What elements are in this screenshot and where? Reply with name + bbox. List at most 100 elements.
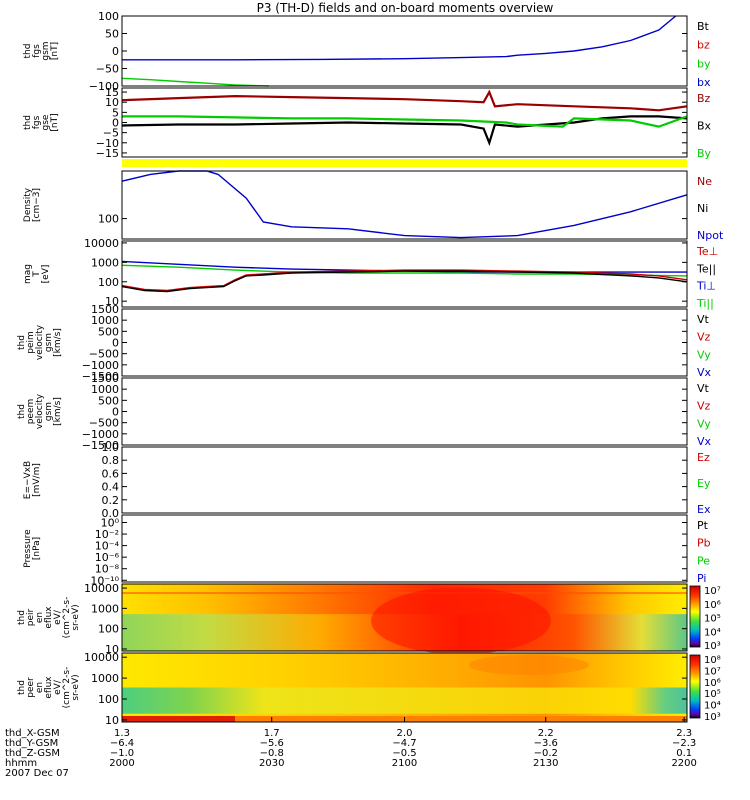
ytick-label: 500 (98, 325, 119, 338)
legend-entry: Vz (697, 400, 711, 413)
legend-entry: Vt (697, 382, 710, 395)
ylabel-line: thd (23, 115, 33, 130)
xaxis-value: −4.7 (392, 738, 416, 749)
colorbar-label: 10⁸ (704, 655, 721, 666)
ytick-label: −15 (96, 147, 119, 160)
ylabel-line: velocity (35, 393, 45, 429)
panel-efield: 1.00.80.60.40.20.0 E=−VxB [mV/m] Ez Ey Ex (23, 441, 711, 520)
ylabel-line: thd (17, 335, 27, 350)
ylabel-line: [km/s] (53, 397, 63, 426)
ytick-label: 1500 (91, 372, 119, 385)
panel-frame (121, 240, 688, 308)
colorbar-label: 10⁴ (704, 701, 721, 712)
ylabel-line: sr-eV) (71, 674, 81, 700)
ytick-label: 100 (98, 276, 119, 289)
series-line-te (121, 270, 688, 293)
legend-entry: Pt (697, 519, 709, 532)
ylabel-line: eV/ (53, 679, 63, 695)
colorbar-label: 10³ (704, 641, 721, 652)
ytick-label: 1000 (91, 602, 119, 615)
legend-entry: Vy (697, 348, 711, 361)
xaxis-value: −6.4 (110, 738, 134, 749)
ylabel-line: velocity (35, 324, 45, 360)
ylabel-line: T (32, 271, 42, 278)
series-line-npot (121, 170, 688, 239)
ylabel-line: mag (23, 264, 33, 284)
colorbar-label: 10⁶ (704, 678, 721, 689)
legend-entry: Ez (697, 451, 710, 464)
xaxis-value: 2.2 (538, 728, 554, 739)
colorbar-label: 10³ (704, 712, 721, 723)
panel-frame (121, 514, 688, 583)
ylabel-line: Density (23, 187, 33, 222)
ytick-label: 10000 (84, 237, 119, 250)
colorbar (689, 585, 701, 648)
legend-entry: bx (697, 76, 711, 89)
status-strip (122, 159, 687, 167)
legend-entry: Vy (697, 417, 711, 430)
legend-entry: Ti|| (696, 297, 714, 310)
ytick-label: 0.2 (102, 494, 120, 507)
ytick-label: 0 (112, 406, 119, 419)
ytick-label: 1500 (91, 303, 119, 316)
ytick-label: −5 (103, 127, 119, 140)
legend-entry: bz (697, 39, 710, 52)
ylabel-line: thd (17, 680, 27, 695)
legend-entry: Bt (697, 20, 710, 33)
ylabel-line: eV/ (53, 609, 63, 625)
xaxis-row-label: thd_Z-GSM (5, 748, 60, 759)
ylabel-line: thd (17, 404, 27, 419)
ylabel-line: eflux (44, 676, 54, 699)
ylabel-line: peem (26, 399, 36, 425)
ytick-label: −1500 (82, 439, 119, 452)
ylabel-line: E=−VxB (23, 461, 33, 499)
ytick-label: −1000 (82, 428, 119, 441)
ylabel-line: peer (26, 677, 36, 698)
ytick-label: 0 (112, 45, 119, 58)
ytick-label: 10 (105, 96, 119, 109)
ytick-label: 1000 (91, 256, 119, 269)
panel-temperature: 10000 1000 100 10 mag T [eV] Te⊥ Te|| Ti⊥ Ti|| (23, 237, 718, 310)
ylabel-line: [cm−3] (32, 188, 42, 222)
panel-frame (121, 308, 688, 377)
ylabel-line: gse (41, 114, 51, 130)
xaxis-value: −5.6 (260, 738, 284, 749)
legend-entry: By (697, 147, 712, 160)
date-label: 2007 Dec 07 (5, 768, 69, 779)
ytick-label: 10 (105, 295, 119, 308)
ytick-label: 500 (98, 394, 119, 407)
ylabel-line: en (35, 612, 45, 623)
xaxis-value: 2130 (533, 758, 558, 769)
colorbar-label: 10⁶ (704, 600, 721, 611)
legend-entry: Ne (697, 175, 712, 188)
ytick-label: 1.0 (102, 441, 120, 454)
ytick-label: 10⁻⁶ (95, 551, 120, 564)
xaxis-value: −2.3 (672, 738, 696, 749)
xaxis-value: 2200 (671, 758, 696, 769)
legend-entry: Vz (697, 331, 711, 344)
ylabel-line: gsm (44, 402, 54, 421)
ytick-label: 10⁻² (95, 528, 119, 541)
ytick-label: 10000 (84, 651, 119, 664)
xaxis-value: 2030 (259, 758, 284, 769)
xaxis-value: 1.7 (264, 728, 280, 739)
ytick-label: 100 (98, 213, 119, 226)
ytick-label: −500 (89, 348, 119, 361)
panel-frame (121, 446, 688, 514)
ytick-label: 10⁻⁸ (95, 563, 120, 576)
ylabel-line: en (35, 682, 45, 693)
series-line-bx (122, 15, 677, 61)
ytick-label: 50 (105, 28, 119, 41)
xaxis-value: 2.0 (397, 728, 413, 739)
xaxis-value: 2100 (392, 758, 417, 769)
colorbar-label: 10⁴ (704, 627, 721, 638)
legend-entry: Ex (697, 503, 711, 516)
legend-entry: Bx (697, 120, 712, 133)
ytick-label: 10000 (84, 582, 119, 595)
xaxis-value: 2000 (109, 758, 134, 769)
